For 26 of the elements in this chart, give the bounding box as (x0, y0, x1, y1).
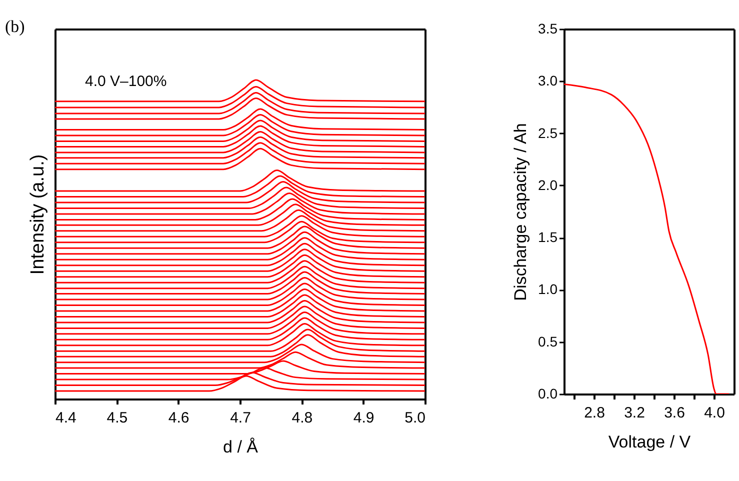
x-tick-label: 3.6 (664, 404, 685, 422)
x-tick-label: 4.0 (704, 404, 725, 422)
x-tick-label: 4.5 (106, 410, 128, 426)
y-tick-label: 3.0 (538, 72, 558, 89)
x-tick-label: 4.8 (292, 410, 313, 426)
x-axis-title: d / Å (223, 438, 259, 456)
y-axis-title: Intensity (a.u.) (28, 154, 48, 275)
y-tick-label: 1.5 (538, 229, 558, 246)
y-tick-label: 3.5 (538, 20, 558, 36)
y-tick-label: 2.5 (538, 124, 558, 141)
y-tick-label: 1.0 (538, 281, 558, 298)
x-axis-title: Voltage / V (608, 432, 692, 452)
x-tick-label: 4.7 (230, 410, 251, 426)
y-tick-label: 2.0 (538, 176, 558, 193)
x-tick-label: 4.6 (168, 410, 190, 426)
text: (b) (5, 17, 25, 36)
x-tick-label: 4.9 (353, 410, 374, 426)
x-tick-label: 3.2 (624, 404, 645, 422)
y-axis-title: Discharge capacity / Ah (511, 123, 530, 301)
x-tick-label: 5.0 (404, 410, 426, 426)
y-tick-label: 0.5 (538, 333, 558, 350)
line-series (564, 84, 730, 394)
x-tick-label: 2.8 (584, 404, 605, 422)
annotation: 4.0 V–100% (85, 73, 167, 90)
x-tick-label: 4.4 (56, 410, 76, 426)
y-tick-label: 0.0 (538, 386, 558, 402)
